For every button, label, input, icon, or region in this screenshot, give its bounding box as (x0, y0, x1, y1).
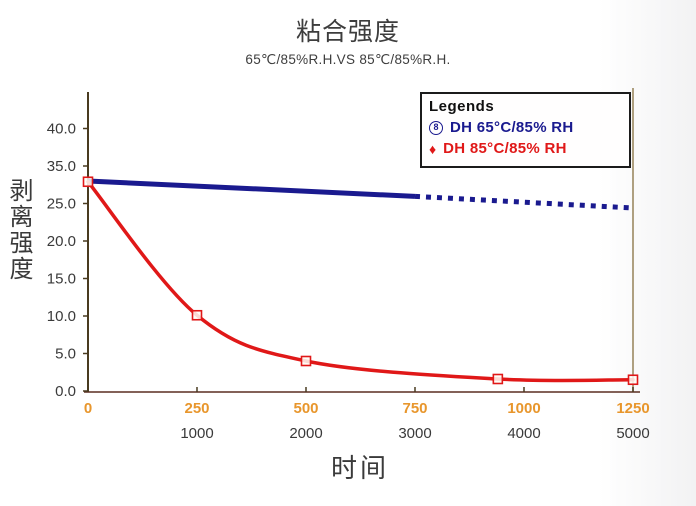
x-tick-label-secondary: 2000 (289, 425, 322, 442)
x-tick-label-primary: 500 (293, 400, 318, 417)
x-tick-label-secondary: 3000 (398, 425, 431, 442)
x-tick-label-primary: 1250 (616, 400, 649, 417)
x-tick-label-secondary: 5000 (616, 425, 649, 442)
y-tick-label: 25.0 (47, 196, 76, 213)
chart-title: 粘合强度 (295, 18, 400, 46)
legend-title: Legends (429, 98, 495, 115)
legend-box: Legends 8 DH 65°C/85% RH ♦ DH 85°C/85% R… (420, 92, 631, 168)
chart-subtitle: 65℃/85%R.H.VS 85℃/85%R.H. (245, 52, 451, 67)
diamond-marker-icon: ♦ (429, 140, 437, 157)
y-tick-label: 10.0 (47, 308, 76, 325)
legend-entry-dh65: 8 DH 65°C/85% RH (429, 117, 622, 138)
x-axis-title: 时间 (330, 453, 389, 483)
series-dh85-marker (82, 176, 94, 188)
y-tick-label: 0.0 (55, 383, 76, 400)
series-dh65-dashed-line (414, 193, 634, 211)
y-tick-label: 35.0 (47, 158, 76, 175)
series-dh85-marker (300, 355, 312, 367)
legend-entry-label: DH 85°C/85% RH (443, 140, 567, 157)
y-tick-label: 20.0 (47, 233, 76, 250)
y-tick-label: 15.0 (47, 271, 76, 288)
x-tick-label-secondary: 1000 (180, 425, 213, 442)
x-tick-label-primary: 1000 (507, 400, 540, 417)
y-tick-label: 5.0 (55, 346, 76, 363)
x-tick-label-primary: 250 (184, 400, 209, 417)
y-axis-title: 剥离强度 (5, 178, 32, 282)
x-tick-label-primary: 0 (84, 400, 92, 417)
series-dh85-marker (492, 373, 504, 385)
x-tick-label-primary: 750 (402, 400, 427, 417)
x-tick-label-secondary: 4000 (507, 425, 540, 442)
legend-entry-label: DH 65°C/85% RH (450, 119, 574, 136)
y-tick-label: 40.0 (47, 121, 76, 138)
series-dh65-solid-line (87, 178, 416, 199)
legend-entry-dh85: ♦ DH 85°C/85% RH (429, 138, 622, 159)
series-dh85-marker (627, 374, 639, 386)
series-dh85-line (86, 180, 635, 383)
series-dh85-marker (191, 309, 203, 321)
circled-8-marker-icon: 8 (429, 120, 443, 135)
